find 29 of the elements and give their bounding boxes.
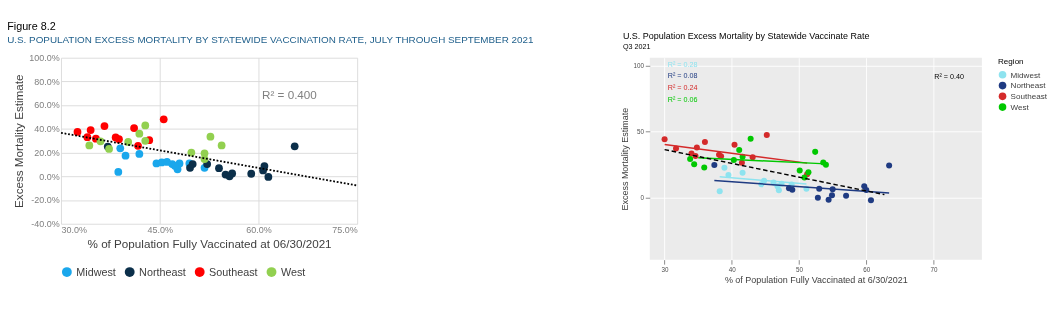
legend-label: Midwest [76,265,116,278]
x-tick-label: 60.0% [246,225,272,236]
x-tick-label: 75.0% [332,225,358,236]
legend-label: West [1010,102,1030,112]
y-axis-title: Excess Mortality Estimate [620,107,631,211]
y-tick-label: 80.0% [34,76,60,87]
chart-subtitle: U.S. POPULATION EXCESS MORTALITY BY STATEWIDE VACCINATION RATE, JULY THROUGH SEPTEMBER 2021 [7,34,534,46]
legend-label: Northeast [139,265,186,278]
y-tick-label: 60.0% [34,100,60,111]
y-tick-label: -40.0% [31,218,60,229]
legend-label: Midwest [1010,70,1041,80]
annotation: R² = 0.400 [262,88,318,102]
x-axis-title: % of Population Fully Vaccinated at 6/30/2021 [724,275,908,286]
legend-label: Northeast [1010,81,1047,91]
x-tick-label: 45.0% [147,225,173,236]
x-tick-label: 30.0% [61,225,87,236]
legend-title: Region [998,57,1024,67]
y-tick-label: 20.0% [34,147,60,158]
y-tick-label: 40.0% [34,124,60,135]
x-axis-title: % of Population Fully Vaccinated at 06/30/2021 [87,236,332,250]
chart-title: U.S. Population Excess Mortality by Statewide Vaccinate Rate [622,30,870,41]
y-axis-title: Excess Mortality Estimate [11,74,25,208]
chart-title: Figure 8.2 [7,19,56,32]
legend-label: Southeast [209,265,258,278]
y-tick-label: -20.0% [31,195,60,206]
legend-label: West [280,265,306,278]
y-tick-label: 100.0% [29,52,60,63]
legend-label: Southeast [1010,92,1048,102]
y-tick-label: 0.0% [39,171,60,182]
